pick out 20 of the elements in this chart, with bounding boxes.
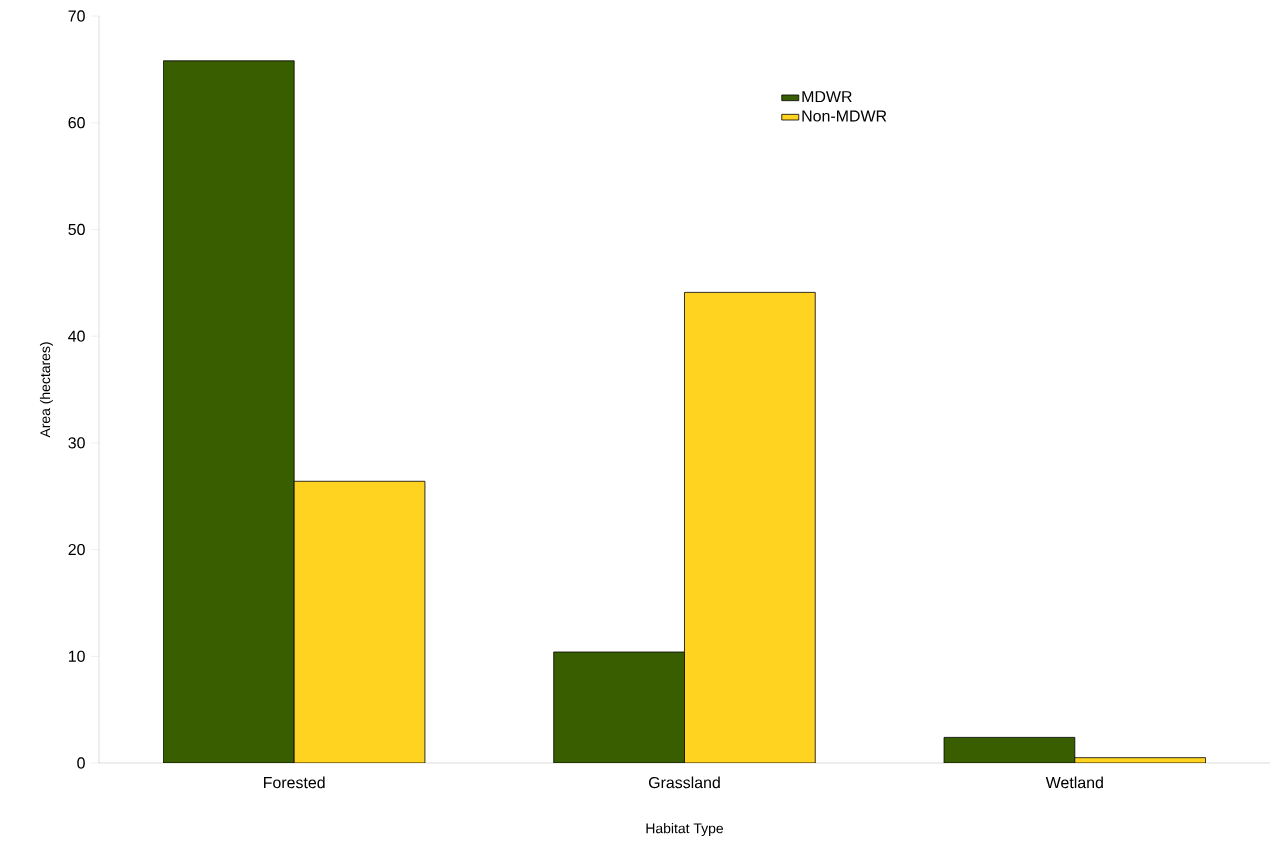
bar (553, 651, 685, 763)
bar (684, 291, 816, 763)
x-tick-label: Grassland (648, 776, 720, 789)
legend-label: MDWR (802, 91, 852, 103)
y-tick-label: 10 (68, 650, 85, 662)
y-tick-label: 60 (68, 117, 85, 129)
y-tick-label: 0 (77, 757, 85, 769)
bar (943, 736, 1076, 763)
y-tick-label: 40 (68, 330, 85, 342)
bar (293, 480, 426, 763)
x-tick-label: Forested (264, 776, 325, 789)
y-tick-label: 50 (68, 223, 85, 236)
y-tick-label: 30 (68, 437, 85, 449)
x-axis-title: Habitat Type (646, 823, 724, 837)
legend-label: Non-MDWR (802, 110, 887, 122)
bar (163, 60, 295, 763)
y-tick-label: 70 (68, 10, 85, 22)
y-tick-label: 20 (68, 543, 85, 556)
y-axis-title: Area (hectares) (39, 342, 53, 438)
x-tick-label: Wetland (1045, 776, 1103, 789)
